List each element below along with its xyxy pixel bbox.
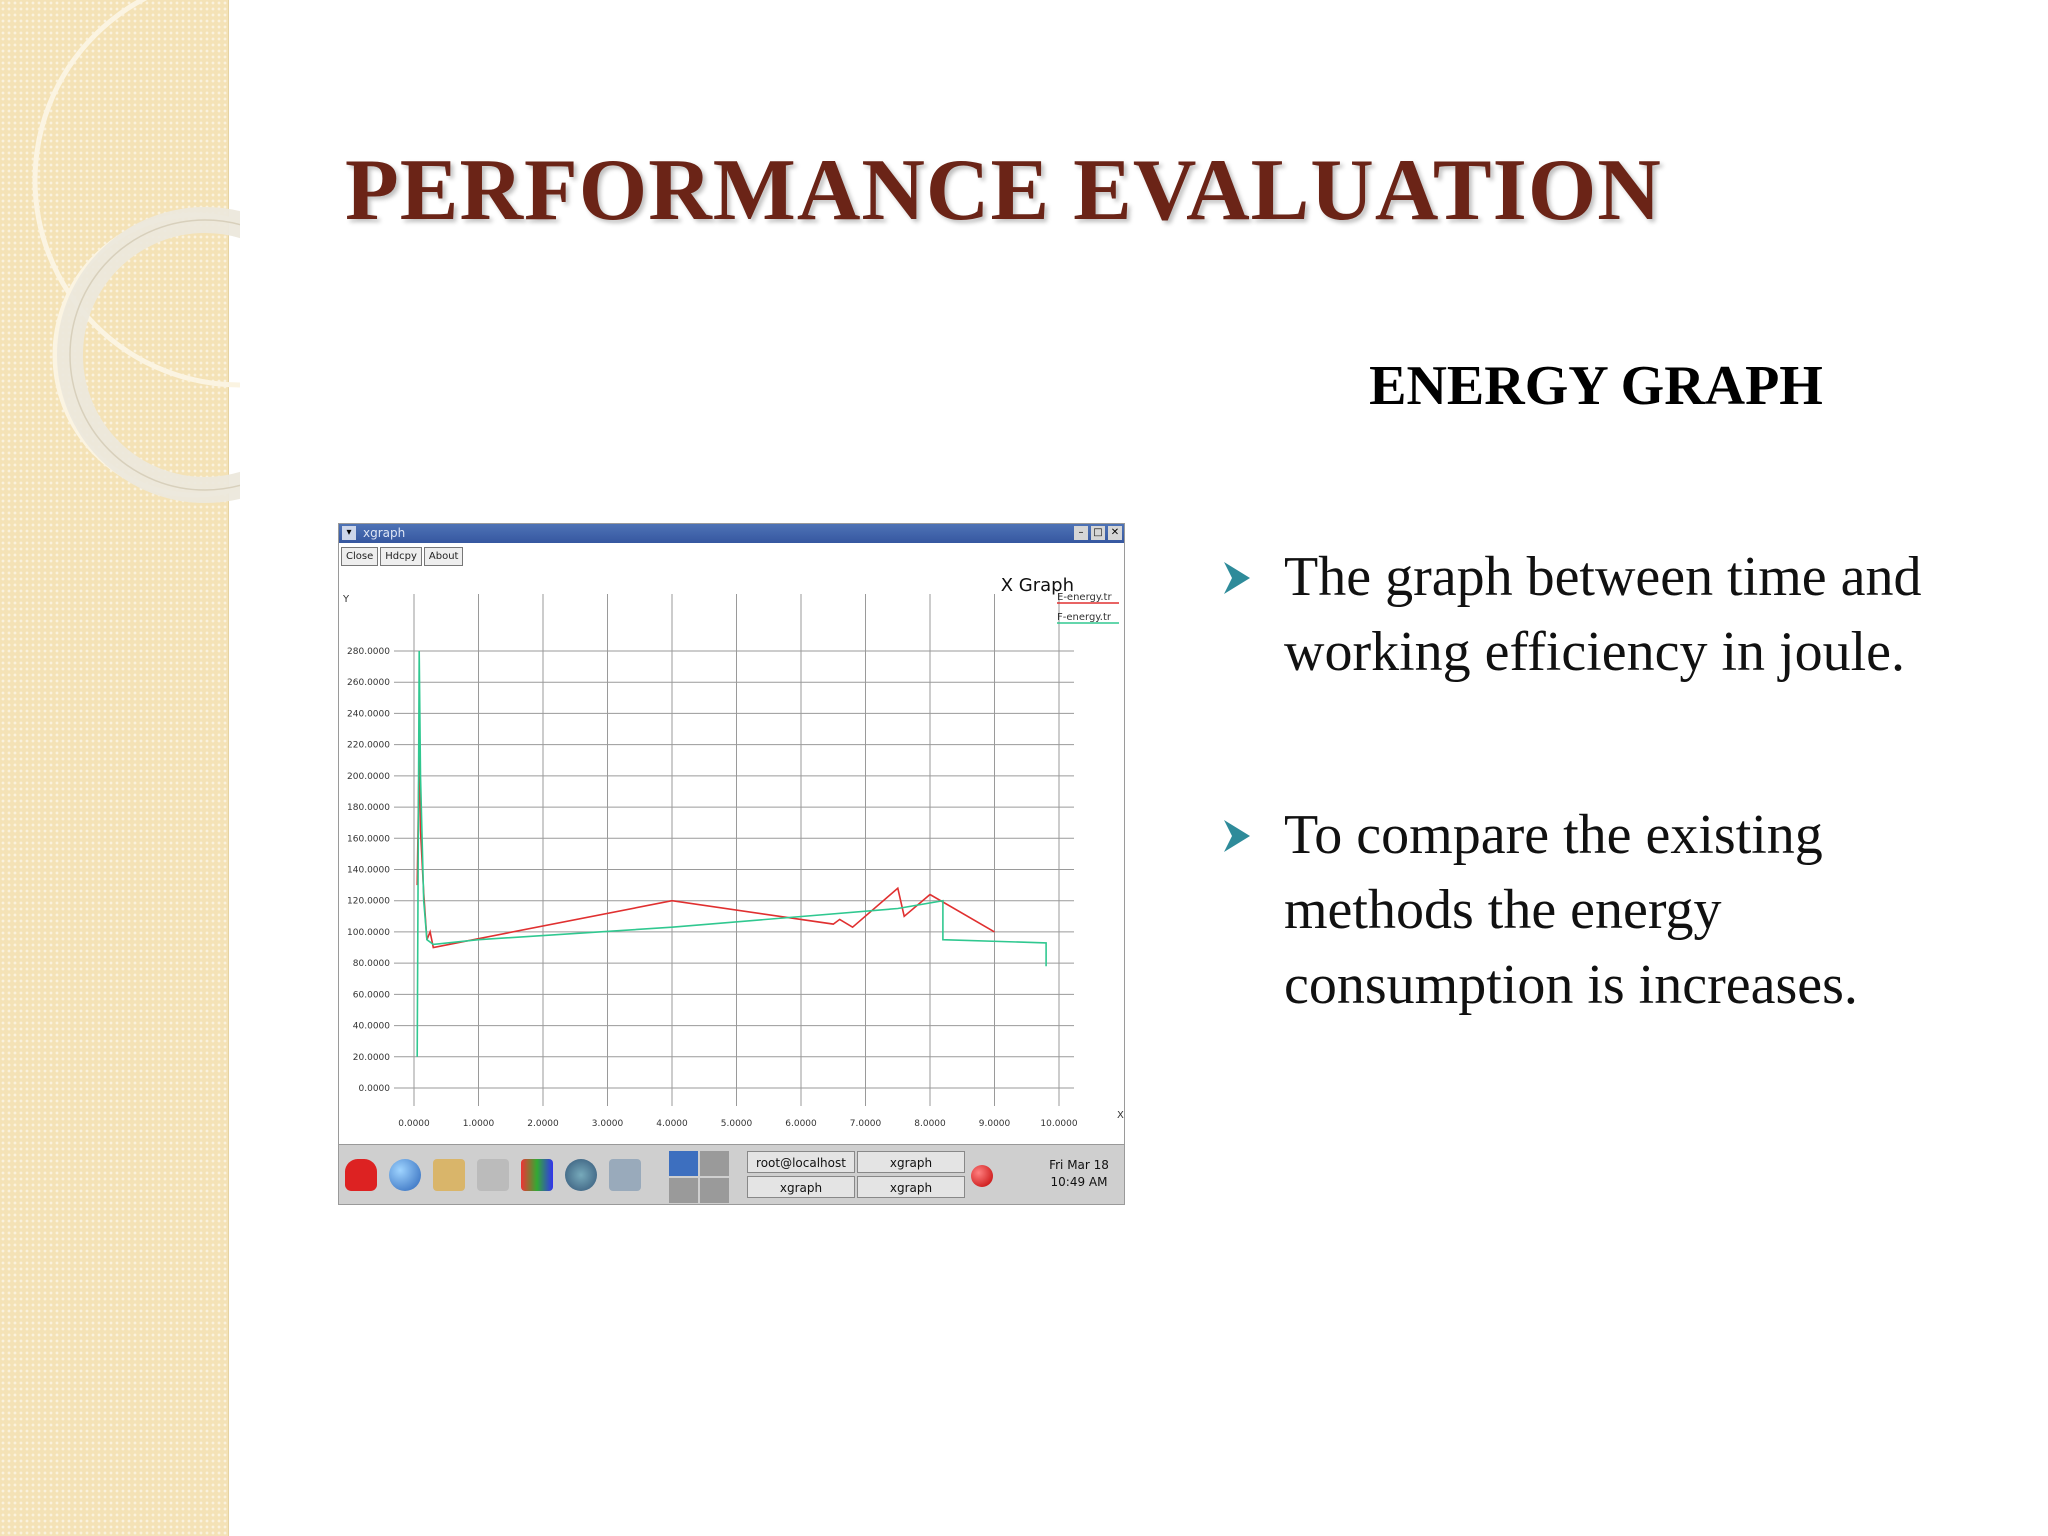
xgraph-titlebar: ▾ xgraph – □ ✕ [339, 524, 1124, 543]
x-tick-label: 9.0000 [979, 1119, 1011, 1129]
redhat-menu-icon[interactable] [345, 1159, 377, 1191]
taskbar-task[interactable]: xgraph [857, 1176, 965, 1198]
arrow-bullet-icon [1224, 562, 1250, 594]
y-tick-label: 80.0000 [353, 959, 390, 969]
energy-line-chart: 0.0000 1.0000 2.0000 3.0000 4.0000 5.0000 6.00… [342, 575, 1124, 1129]
maximize-icon[interactable]: □ [1091, 526, 1105, 540]
xgraph-button-bar: Close Hdcpy About [341, 547, 464, 566]
slide-title: PERFORMANCE EVALUATION [345, 142, 1662, 239]
y-tick-label: 20.0000 [353, 1053, 390, 1063]
y-tick-label: 240.0000 [347, 709, 390, 719]
taskbar-task[interactable]: xgraph [857, 1151, 965, 1173]
status-indicator-icon [971, 1165, 993, 1187]
y-tick-label: 180.0000 [347, 803, 390, 813]
workspace-pager[interactable] [669, 1151, 729, 1203]
minimize-icon[interactable]: – [1074, 526, 1088, 540]
y-tick-label: 280.0000 [347, 647, 390, 657]
decorative-rings [32, 0, 240, 503]
bullet-item: To compare the existing methods the ener… [1222, 798, 2022, 1023]
taskbar-clock: Fri Mar 18 10:49 AM [1039, 1157, 1119, 1191]
y-tick-label: 160.0000 [347, 834, 390, 844]
y-tick-label: 120.0000 [347, 897, 390, 907]
x-tick-label: 3.0000 [592, 1119, 624, 1129]
x-tick-label: 8.0000 [914, 1119, 946, 1129]
y-tick-label: 200.0000 [347, 772, 390, 782]
bullet-list: The graph between time and working effic… [1222, 540, 2022, 1023]
clock-time: 10:49 AM [1050, 1175, 1108, 1189]
y-tick-label: 60.0000 [353, 990, 390, 1000]
writer-icon[interactable] [477, 1159, 509, 1191]
hardcopy-button[interactable]: Hdcpy [380, 547, 422, 566]
y-tick-label: 0.0000 [359, 1084, 391, 1094]
series-line-e-energy [416, 752, 995, 949]
clock-date: Fri Mar 18 [1049, 1158, 1109, 1172]
bullet-text: To compare the existing methods the ener… [1284, 804, 1858, 1016]
desktop-taskbar: root@localhost xgraph xgraph xgraph Fri … [339, 1144, 1124, 1204]
y-tick-label: 140.0000 [347, 866, 390, 876]
chart-title: X Graph [1001, 575, 1074, 596]
bullet-item: The graph between time and working effic… [1222, 540, 2022, 690]
x-tick-label: 2.0000 [527, 1119, 559, 1129]
taskbar-task[interactable]: xgraph [747, 1176, 855, 1198]
x-tick-label: 0.0000 [398, 1119, 430, 1129]
close-button[interactable]: Close [341, 547, 379, 566]
x-tick-label: 4.0000 [656, 1119, 688, 1129]
printer-icon[interactable] [609, 1159, 641, 1191]
about-button[interactable]: About [423, 547, 464, 566]
legend-label: F-energy.tr [1057, 612, 1112, 623]
slide-subtitle: ENERGY GRAPH [1369, 355, 1823, 417]
y-tick-label: 220.0000 [347, 741, 390, 751]
window-controls: – □ ✕ [1074, 526, 1122, 540]
y-tick-label: 100.0000 [347, 928, 390, 938]
mail-icon[interactable] [433, 1159, 465, 1191]
browser-globe-icon[interactable] [389, 1159, 421, 1191]
presentation-icon[interactable] [521, 1159, 553, 1191]
x-tick-label: 7.0000 [850, 1119, 882, 1129]
series-line-f-energy [416, 650, 1047, 1057]
y-axis-label: Y [342, 594, 350, 605]
bullet-text: The graph between time and working effic… [1284, 546, 1922, 683]
legend-label: E-energy.tr [1057, 592, 1112, 603]
xgraph-screenshot: ▾ xgraph – □ ✕ Close Hdcpy About 0.0000 1… [338, 523, 1125, 1205]
taskbar-task[interactable]: root@localhost [747, 1151, 855, 1173]
x-tick-label: 5.0000 [721, 1119, 753, 1129]
window-menu-icon[interactable]: ▾ [342, 526, 356, 540]
x-tick-label: 10.0000 [1040, 1119, 1077, 1129]
spreadsheet-icon[interactable] [565, 1159, 597, 1191]
arrow-bullet-icon [1224, 820, 1250, 852]
x-tick-label: 6.0000 [785, 1119, 817, 1129]
xgraph-window-title: xgraph [363, 526, 406, 540]
x-tick-label: 1.0000 [463, 1119, 495, 1129]
x-axis-label: X [1117, 1110, 1124, 1121]
y-tick-label: 260.0000 [347, 678, 390, 688]
close-icon[interactable]: ✕ [1108, 526, 1122, 540]
y-tick-label: 40.0000 [353, 1022, 390, 1032]
